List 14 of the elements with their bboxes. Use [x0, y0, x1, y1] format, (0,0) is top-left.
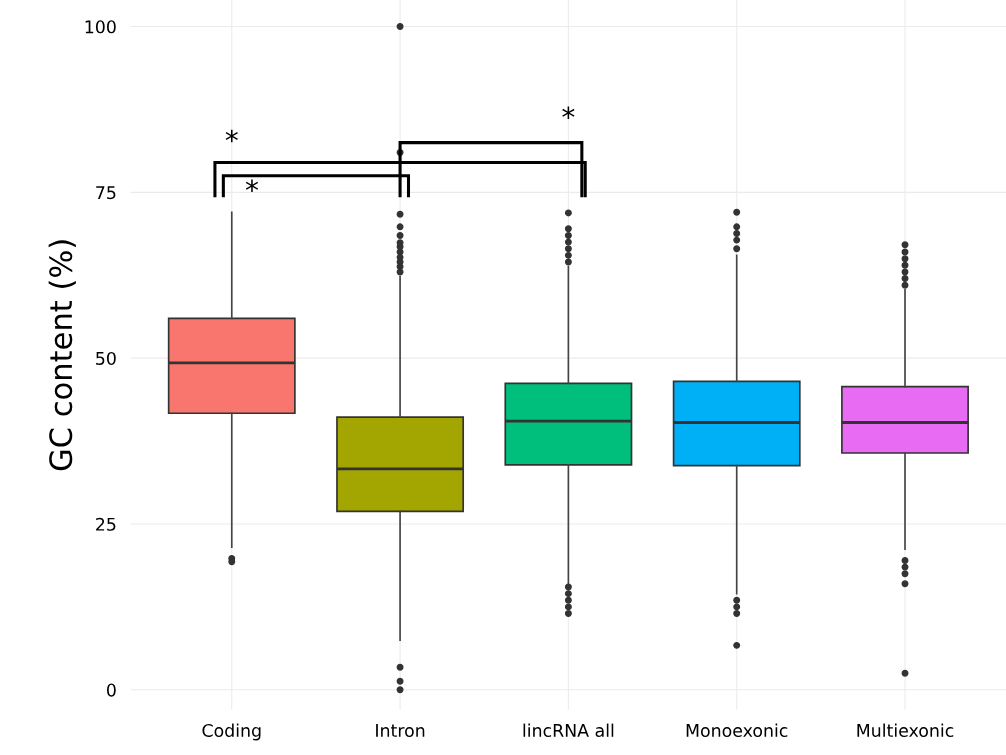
y-tick-label: 0	[106, 683, 116, 697]
x-tick-label: lincRNA all	[523, 723, 614, 738]
y-tick-label: 50	[96, 351, 116, 366]
x-tick-label: Coding	[202, 723, 261, 741]
y-tick-label: 100	[85, 20, 116, 34]
y-tick-label: 75	[96, 186, 116, 200]
x-tick-label: Multiexonic	[857, 723, 954, 738]
y-axis-title: GC content (%)	[48, 240, 76, 471]
annotation: *	[245, 179, 259, 193]
annotation: *	[562, 106, 575, 120]
x-tick-label: Monoexonic	[686, 723, 788, 738]
annotation: *	[225, 129, 238, 143]
y-tick-label: 25	[96, 517, 116, 531]
x-tick-label: Intron	[376, 724, 425, 738]
